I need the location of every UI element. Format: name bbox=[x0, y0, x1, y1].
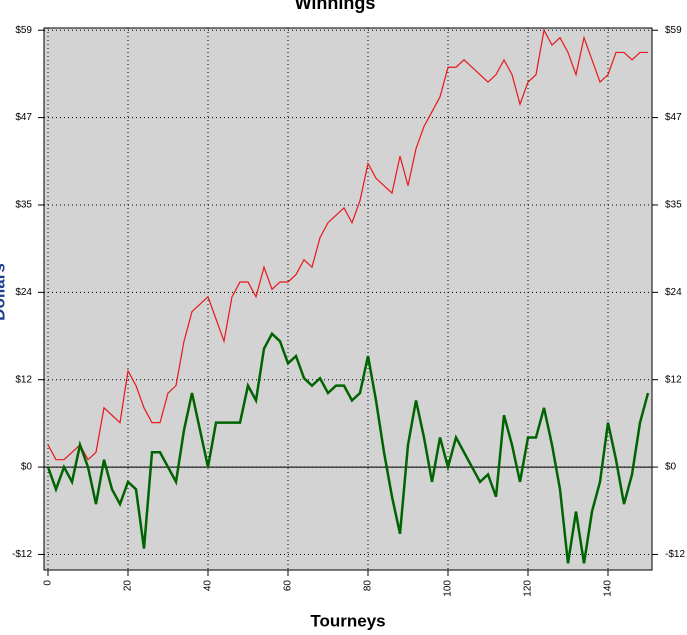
plot-area bbox=[43, 27, 653, 571]
x-tick-label: 140 bbox=[603, 580, 614, 597]
y-tick-label-right: $47 bbox=[665, 112, 682, 123]
y-tick-label-right: $24 bbox=[665, 287, 682, 298]
series-line bbox=[46, 331, 650, 564]
x-tick-label: 60 bbox=[283, 580, 294, 592]
y-axis-title: Dollars bbox=[0, 263, 8, 321]
x-tick-label: 120 bbox=[523, 580, 534, 597]
y-tick-label: $35 bbox=[15, 200, 32, 211]
x-tick-label: 0 bbox=[43, 580, 54, 586]
y-tick-label-right: $59 bbox=[665, 25, 682, 36]
y-tick-label: $24 bbox=[15, 287, 32, 298]
x-tick-label: 80 bbox=[363, 580, 374, 592]
y-tick-label: $47 bbox=[15, 112, 32, 123]
y-tick-label-right: $35 bbox=[665, 200, 682, 211]
x-tick-label: 40 bbox=[203, 580, 214, 592]
y-tick-label-right: $0 bbox=[665, 462, 677, 473]
x-axis-title: Tourneys bbox=[310, 611, 385, 630]
y-tick-label-right: -$12 bbox=[665, 549, 685, 560]
y-tick-label: $59 bbox=[15, 25, 32, 36]
x-tick-label: 20 bbox=[123, 580, 134, 592]
y-tick-label-right: $12 bbox=[665, 374, 682, 385]
series-line bbox=[47, 28, 648, 461]
x-tick-label: 100 bbox=[443, 580, 454, 597]
y-tick-label: -$12 bbox=[12, 549, 32, 560]
y-tick-label: $12 bbox=[15, 374, 32, 385]
y-tick-label: $0 bbox=[21, 462, 33, 473]
chart-title: Winnings bbox=[295, 0, 376, 13]
